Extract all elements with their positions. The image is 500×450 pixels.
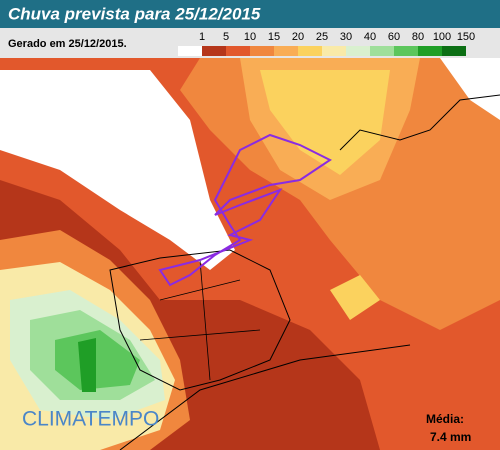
legend-swatch	[322, 46, 346, 56]
legend-label: 5	[223, 31, 229, 43]
legend-swatch	[226, 46, 250, 56]
legend-swatch	[250, 46, 274, 56]
legend-swatch	[418, 46, 442, 56]
legend-label: 60	[388, 31, 400, 43]
border	[119, 344, 411, 450]
rain-area	[78, 338, 96, 392]
municipal-border	[139, 259, 261, 381]
average-label: Média:	[426, 412, 464, 426]
basin-outline	[158, 133, 332, 287]
legend-label: 80	[412, 31, 424, 43]
legend-swatch	[202, 46, 226, 56]
legend-label: 150	[457, 31, 475, 43]
legend-label: 30	[340, 31, 352, 43]
title: Chuva prevista para 25/12/2015	[8, 4, 261, 23]
rain-area	[330, 275, 380, 320]
legend-swatch	[274, 46, 298, 56]
legend-swatch	[346, 46, 370, 56]
legend-swatch	[442, 46, 466, 56]
map	[0, 58, 500, 450]
legend-label: 15	[268, 31, 280, 43]
title-bar	[0, 0, 500, 28]
legend-swatch	[298, 46, 322, 56]
legend-label: 1	[199, 31, 205, 43]
rain-area	[260, 70, 390, 175]
legend-label: 10	[244, 31, 256, 43]
legend-swatch	[394, 46, 418, 56]
no-rain	[440, 58, 500, 120]
rain-area	[55, 330, 140, 390]
border	[339, 94, 500, 151]
brand: CLIMATEMPO	[22, 408, 159, 431]
state-border	[109, 249, 291, 391]
legend: 1 5 10 15 20 25 30 40 60 80 100 150	[178, 31, 475, 56]
legend-swatch	[370, 46, 394, 56]
legend-label: 40	[364, 31, 376, 43]
legend-label: 100	[433, 31, 451, 43]
no-rain	[0, 70, 235, 270]
legend-swatch	[178, 46, 202, 56]
generated-date: Gerado em 25/12/2015.	[8, 38, 127, 50]
legend-label: 25	[316, 31, 328, 43]
average-value: 7.4 mm	[430, 430, 471, 444]
legend-label: 20	[292, 31, 304, 43]
